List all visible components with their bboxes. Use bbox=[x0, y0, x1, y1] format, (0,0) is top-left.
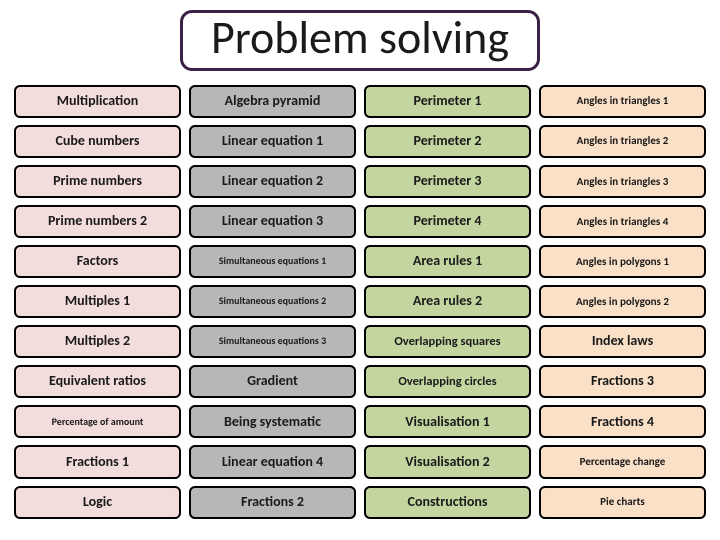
topic-button[interactable]: Cube numbers bbox=[14, 125, 181, 158]
topic-button[interactable]: Linear equation 2 bbox=[189, 165, 356, 198]
topic-button[interactable]: Visualisation 2 bbox=[364, 445, 531, 478]
topic-button[interactable]: Algebra pyramid bbox=[189, 85, 356, 118]
topic-button[interactable]: Angles in triangles 3 bbox=[539, 165, 706, 198]
topic-button[interactable]: Perimeter 3 bbox=[364, 165, 531, 198]
topic-button[interactable]: Multiplication bbox=[14, 85, 181, 118]
topic-button[interactable]: Angles in triangles 4 bbox=[539, 205, 706, 238]
topic-button[interactable]: Gradient bbox=[189, 365, 356, 398]
topic-button[interactable]: Prime numbers 2 bbox=[14, 205, 181, 238]
topic-button[interactable]: Area rules 1 bbox=[364, 245, 531, 278]
topic-button[interactable]: Fractions 1 bbox=[14, 445, 181, 478]
topic-button[interactable]: Prime numbers bbox=[14, 165, 181, 198]
topic-button[interactable]: Logic bbox=[14, 486, 181, 519]
topic-button[interactable]: Factors bbox=[14, 245, 181, 278]
topic-button[interactable]: Linear equation 1 bbox=[189, 125, 356, 158]
topic-button[interactable]: Angles in triangles 1 bbox=[539, 85, 706, 118]
topic-button[interactable]: Angles in polygons 2 bbox=[539, 285, 706, 318]
topic-button[interactable]: Area rules 2 bbox=[364, 285, 531, 318]
topic-button[interactable]: Angles in triangles 2 bbox=[539, 125, 706, 158]
topic-button[interactable]: Visualisation 1 bbox=[364, 405, 531, 438]
topic-button[interactable]: Simultaneous equations 1 bbox=[189, 245, 356, 278]
topic-button[interactable]: Simultaneous equations 2 bbox=[189, 285, 356, 318]
topic-button[interactable]: Fractions 3 bbox=[539, 365, 706, 398]
topic-grid: MultiplicationAlgebra pyramidPerimeter 1… bbox=[0, 79, 720, 531]
topic-button[interactable]: Overlapping circles bbox=[364, 365, 531, 398]
topic-button[interactable]: Pie charts bbox=[539, 486, 706, 519]
topic-button[interactable]: Multiples 1 bbox=[14, 285, 181, 318]
topic-button[interactable]: Equivalent ratios bbox=[14, 365, 181, 398]
topic-button[interactable]: Percentage of amount bbox=[14, 405, 181, 438]
topic-button[interactable]: Angles in polygons 1 bbox=[539, 245, 706, 278]
topic-button[interactable]: Perimeter 4 bbox=[364, 205, 531, 238]
topic-button[interactable]: Linear equation 3 bbox=[189, 205, 356, 238]
topic-button[interactable]: Overlapping squares bbox=[364, 325, 531, 358]
topic-button[interactable]: Multiples 2 bbox=[14, 325, 181, 358]
topic-button[interactable]: Fractions 2 bbox=[189, 486, 356, 519]
topic-button[interactable]: Linear equation 4 bbox=[189, 445, 356, 478]
page-title: Problem solving bbox=[180, 10, 540, 71]
topic-button[interactable]: Percentage change bbox=[539, 445, 706, 478]
topic-button[interactable]: Constructions bbox=[364, 486, 531, 519]
topic-button[interactable]: Being systematic bbox=[189, 405, 356, 438]
topic-button[interactable]: Perimeter 2 bbox=[364, 125, 531, 158]
topic-button[interactable]: Index laws bbox=[539, 325, 706, 358]
topic-button[interactable]: Perimeter 1 bbox=[364, 85, 531, 118]
topic-button[interactable]: Fractions 4 bbox=[539, 405, 706, 438]
topic-button[interactable]: Simultaneous equations 3 bbox=[189, 325, 356, 358]
